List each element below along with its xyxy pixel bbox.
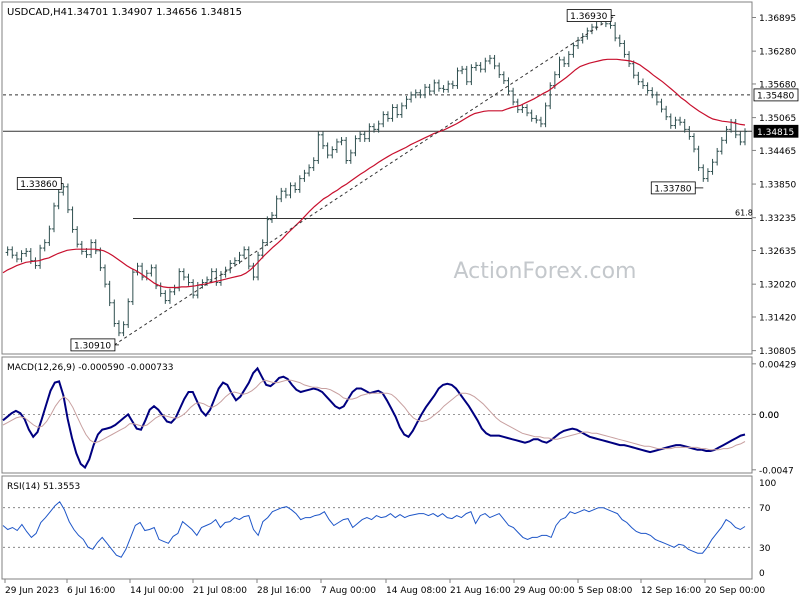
moving-average-line — [2, 58, 746, 289]
macd-y-tick-label: 0.00 — [759, 411, 779, 421]
time-axis: 29 Jun 2023 6 Jul 16:00 14 Jul 00:00 21 Jul… — [4, 579, 765, 596]
price-annotation-label: 1.33860 — [20, 180, 57, 190]
price-y-tick-label: 1.31420 — [759, 313, 796, 323]
price-y-tick-label: 1.32020 — [759, 281, 796, 291]
watermark: ActionForex.com — [454, 259, 637, 284]
time-tick-label: 12 Sep 16:00 — [641, 586, 701, 596]
macd-signal-line — [2, 379, 746, 451]
macd-panel-frame — [1, 356, 753, 474]
price-level-tag — [753, 88, 799, 102]
rsi-y-tick-label: 0 — [759, 569, 765, 579]
price-y-tick-label: 1.32635 — [759, 247, 796, 257]
price-y-tick-label: 1.36895 — [759, 14, 796, 24]
price-y-tick-label: 1.33850 — [759, 181, 796, 191]
macd-y-tick-label: 0.00 — [759, 411, 779, 421]
rsi-line — [2, 501, 746, 558]
time-tick-label: 14 Aug 08:00 — [386, 586, 447, 596]
macd-series — [2, 366, 746, 470]
price-y-tick-label: 1.35680 — [759, 80, 796, 90]
trendline — [114, 15, 616, 346]
time-tick-label: 20 Sep 00:00 — [705, 586, 765, 596]
chart-symbol: USDCAD,H4 — [7, 7, 67, 18]
price-annotation-label: 1.30910 — [74, 341, 111, 351]
rsi-panel-frame — [1, 475, 753, 580]
macd-y-tick-label: -0.0047 — [759, 466, 794, 476]
rsi-y-axis: 100 70 30 0 — [3, 479, 776, 579]
price-level-tag-label: 1.34815 — [757, 128, 794, 138]
macd-title: MACD(12,26,9) -0.000590 -0.000733 — [7, 363, 173, 373]
rsi-y-tick-label: 30 — [759, 544, 771, 554]
price-annotations: 1.33860 1.30910 1.36930 1.33780 — [16, 9, 704, 351]
rsi-title: RSI(14) 51.3553 — [7, 482, 80, 492]
time-tick-label: 21 Aug 16:00 — [450, 586, 511, 596]
time-tick-label: 6 Jul 16:00 — [67, 586, 116, 596]
price-y-tick-label: 1.36280 — [759, 48, 796, 58]
time-tick-label: 7 Aug 00:00 — [321, 586, 376, 596]
time-tick-label: 28 Jul 16:00 — [257, 586, 311, 596]
price-y-tick-label: 1.33235 — [759, 214, 796, 224]
price-y-tick-label: 1.35065 — [759, 114, 796, 124]
price-annotation-label: 1.36930 — [570, 12, 607, 22]
rsi-y-tick-label: 100 — [759, 479, 776, 489]
price-level-tag-label: 1.35480 — [757, 91, 794, 101]
time-tick-label: 5 Sep 08:00 — [578, 586, 633, 596]
rsi-series — [2, 501, 746, 558]
ohlc-readout: 1.34701 1.34907 1.34656 1.34815 — [67, 7, 242, 18]
time-tick-label: 21 Jul 08:00 — [193, 586, 247, 596]
price-series — [2, 15, 747, 346]
price-y-tick-label: 1.30805 — [759, 347, 796, 357]
price-annotation-label: 1.33780 — [654, 184, 691, 194]
rsi-y-tick-label: 70 — [759, 504, 771, 514]
price-level-lines: 1.35480 1.34815 61.8 — [3, 88, 799, 220]
time-tick-label: 29 Jun 2023 — [5, 586, 59, 596]
price-level-tag — [753, 124, 799, 138]
price-y-tick-label: 1.34465 — [759, 147, 796, 157]
macd-y-tick-label: 0.00429 — [759, 360, 796, 370]
fibo-61-8-label: 61.8 — [735, 209, 753, 218]
time-tick-label: 29 Aug 00:00 — [514, 586, 575, 596]
price-y-axis: 1.36895 1.36280 1.35680 1.35065 1.34465 1.338… — [752, 14, 796, 357]
time-tick-label: 14 Jul 00:00 — [130, 586, 184, 596]
macd-line — [2, 366, 746, 470]
